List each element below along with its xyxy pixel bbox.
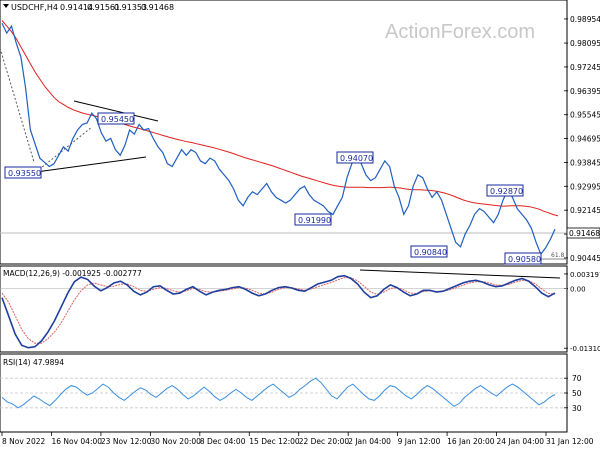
x-tick-label: 22 Dec 20:00 (299, 437, 350, 446)
annotation-low-0.91990: 0.91990 (294, 213, 332, 226)
macd-y-axis: 0.003197 0.00 -0.013108 (564, 271, 600, 353)
symbol-label: USDCHF,H4 (11, 3, 58, 12)
svg-text:0.95450: 0.95450 (101, 115, 134, 124)
price-y-tick-label: 0.94695 (570, 135, 600, 144)
x-tick-label: 30 Nov 20:00 (150, 437, 201, 446)
price-y-tick-label: 0.92145 (570, 206, 600, 215)
x-tick-label: 8 Nov 2022 (2, 437, 45, 446)
watermark-text: ActionForex.com (385, 21, 535, 43)
rsi-y-axis: 70 50 30 (0, 374, 582, 413)
x-tick-label: 16 Nov 04:00 (51, 437, 102, 446)
rsi-panel: RSI(14) 47.9894 70 50 30 (0, 353, 582, 433)
rsi-line (1, 377, 556, 409)
annotation-low-0.90840: 0.90840 (410, 245, 448, 258)
macd-line (1, 274, 556, 349)
svg-text:0.91990: 0.91990 (298, 216, 331, 225)
annotation-low-0.90580: 0.90580 (504, 252, 542, 265)
price-y-tick-label: 0.96395 (570, 87, 600, 96)
price-y-tick-label: 0.92995 (570, 182, 600, 191)
price-y-tick-label: 0.90445 (570, 254, 600, 263)
macd-y-tick-label: -0.013108 (570, 345, 600, 353)
price-y-axis: 0.98954 0.98095 0.97245 0.96395 0.95545 0.946… (564, 15, 600, 263)
macd-trendline (359, 269, 561, 279)
annotation-high-0.95450: 0.95450 (97, 112, 135, 125)
ohlc-close: 0.91468 (141, 3, 174, 12)
macd-title: MACD(12,26,9) -0.001925 -0.002777 (3, 269, 142, 278)
svg-text:0.90580: 0.90580 (508, 255, 541, 264)
ohlc-low: 0.91353 (114, 3, 147, 12)
x-tick-label: 15 Dec 12:00 (249, 437, 300, 446)
price-y-tick-label: 0.93845 (570, 158, 600, 167)
macd-y-tick-label: 0.00 (570, 286, 586, 294)
price-annotations: 0.93550 0.95450 0.91990 0.94070 0.90840 … (4, 112, 542, 265)
ohlc-high: 0.91561 (87, 3, 120, 12)
annotation-high-0.92870: 0.92870 (486, 184, 524, 197)
svg-text:0.93550: 0.93550 (8, 169, 41, 178)
x-tick-label: 31 Jan 12:00 (546, 437, 594, 446)
x-tick-label: 8 Dec 04:00 (200, 437, 246, 446)
price-y-tick-label: 0.98954 (570, 15, 600, 24)
macd-y-tick-label: 0.003197 (570, 271, 600, 279)
macd-signal-line (1, 277, 556, 344)
x-tick-label: 9 Jan 12:00 (398, 437, 441, 446)
price-line (1, 23, 556, 256)
rsi-y-tick-label: 50 (572, 389, 582, 398)
price-y-tick-label: 0.97245 (570, 63, 600, 72)
price-y-tick-label: 0.95545 (570, 111, 600, 120)
price-header: USDCHF,H4 0.91414 0.91561 0.91353 0.9146… (3, 3, 174, 12)
x-tick-label: 24 Jan 04:00 (497, 437, 545, 446)
rsi-title: RSI(14) 47.9894 (3, 358, 64, 367)
x-tick-label: 23 Nov 12:00 (101, 437, 152, 446)
ohlc-open: 0.91414 (60, 3, 93, 12)
svg-text:0.92870: 0.92870 (490, 187, 523, 196)
rsi-y-tick-label: 70 (572, 374, 582, 383)
rsi-y-tick-label: 30 (572, 404, 582, 413)
price-y-tick-label: 0.98095 (570, 39, 600, 48)
x-tick-label: 2 Jan 04:00 (348, 437, 391, 446)
current-price-tag: 0.91468 (566, 227, 600, 239)
triangle-down-icon (3, 4, 9, 8)
svg-text:0.91468: 0.91468 (569, 229, 600, 238)
annotation-low-0.93550: 0.93550 (4, 166, 42, 179)
fib-label: 61.8 (551, 252, 565, 259)
svg-text:0.90840: 0.90840 (414, 248, 447, 257)
x-tick-label: 16 Jan 20:00 (447, 437, 495, 446)
svg-text:0.94070: 0.94070 (340, 154, 373, 163)
price-panel: ActionForex.com USDCHF,H4 0.91414 0.9156… (0, 0, 600, 265)
annotation-high-0.94070: 0.94070 (336, 151, 374, 164)
macd-panel: MACD(12,26,9) -0.001925 -0.002777 0.0031… (0, 265, 600, 353)
wedge-upper-line (73, 100, 159, 122)
pattern-trendlines (0, 47, 567, 260)
wedge-lower-line (35, 156, 147, 173)
